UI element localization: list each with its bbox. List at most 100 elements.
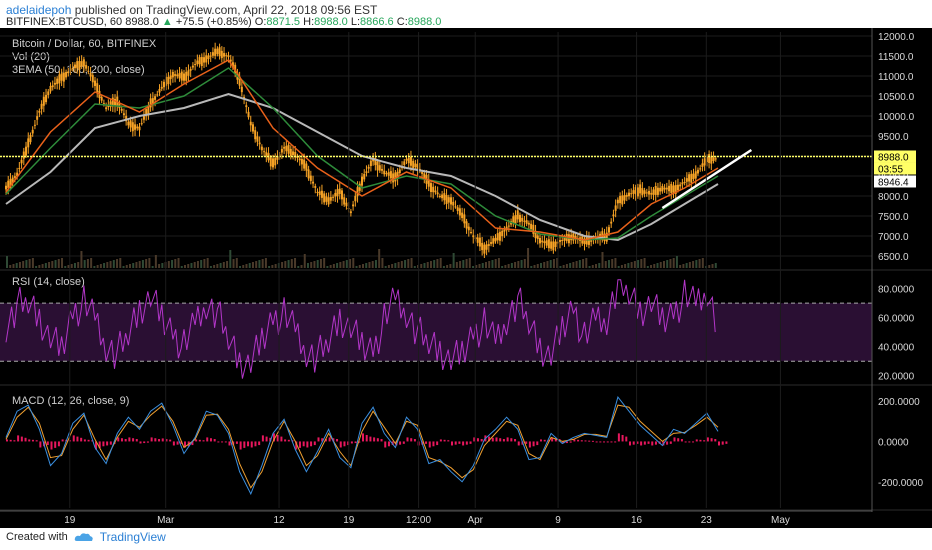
volume-bar <box>523 259 526 268</box>
candle-body <box>25 146 28 156</box>
candle-body <box>265 152 268 156</box>
candle-body <box>405 158 408 161</box>
volume-bar <box>362 264 364 268</box>
candle-body <box>165 76 168 86</box>
macd-histogram-bar <box>332 438 335 442</box>
volume-bar <box>352 258 355 268</box>
rsi-title: RSI (14, close) <box>12 276 85 288</box>
price-tick-label: 9500.0 <box>878 132 909 143</box>
high-value: 8988.0 <box>314 16 348 28</box>
candle-body <box>376 161 379 171</box>
time-axis[interactable]: 19 Mar 12 19 12:00 Apr 9 16 23 May <box>0 510 872 526</box>
volume-bar <box>669 259 672 268</box>
candle-body <box>238 76 241 86</box>
candle-body <box>603 233 606 241</box>
macd-histogram-bar <box>710 438 713 442</box>
candle-body <box>69 68 72 71</box>
candle-body <box>312 181 315 184</box>
volume-bar <box>336 263 339 268</box>
symbol-label: BITFINEX:BTCUSD, 60 <box>6 16 123 28</box>
macd-histogram-bar <box>577 439 580 442</box>
macd-histogram-bar <box>692 441 695 443</box>
candle-body <box>454 206 457 208</box>
chart-canvas[interactable]: Bitcoin / Dollar, 60, BITFINEX Vol (20) … <box>0 28 932 528</box>
time-tick-label: May <box>771 515 790 526</box>
macd-histogram-bar <box>354 441 357 444</box>
macd-histogram-bar <box>298 441 301 448</box>
volume-bar <box>685 263 688 268</box>
volume-bar <box>180 266 183 268</box>
volume-bar <box>604 261 607 268</box>
volume-bar <box>251 262 254 268</box>
candle-body <box>708 154 711 163</box>
candle-body <box>512 216 515 224</box>
volume-bar <box>368 262 371 268</box>
rsi-tick-label: 60.0000 <box>878 314 915 325</box>
candle-body <box>648 190 651 195</box>
volume-bar <box>627 263 630 268</box>
candle-body <box>467 226 470 231</box>
candle-body <box>465 221 468 229</box>
volume-bar <box>659 262 662 268</box>
price-pane[interactable]: Bitcoin / Dollar, 60, BITFINEX Vol (20) … <box>0 32 916 268</box>
candle-body <box>507 225 510 227</box>
macd-histogram-bar <box>139 441 142 444</box>
price-label-box <box>874 150 916 163</box>
candle-body <box>539 237 541 244</box>
macd-histogram-bar <box>636 441 639 444</box>
rsi-pane[interactable]: RSI (14, close) 80.0000 60.0000 40.0000 20.… <box>0 276 915 383</box>
volume-bar <box>575 261 578 268</box>
tradingview-link[interactable]: TradingView <box>99 530 166 544</box>
volume-bar <box>465 259 468 268</box>
volume-bar <box>478 264 481 268</box>
macd-histogram-bar <box>606 441 609 443</box>
macd-histogram-bar <box>554 438 557 442</box>
macd-histogram-bar <box>209 438 212 442</box>
candle-body <box>572 233 575 241</box>
candle-body <box>490 242 493 244</box>
candle-body <box>663 187 666 190</box>
volume-bar <box>73 263 76 268</box>
candle-body <box>607 227 610 233</box>
candle-body <box>450 197 452 205</box>
candle-body <box>96 83 99 93</box>
macd-histogram-bar <box>462 441 465 446</box>
macd-histogram-bar <box>491 437 494 442</box>
macd-histogram-bar <box>91 440 94 442</box>
candle-body <box>171 71 174 78</box>
candle-body <box>198 57 201 65</box>
candle-body <box>31 129 34 134</box>
volume-bar <box>154 255 157 268</box>
author-link[interactable]: adelaidepoh <box>6 3 72 17</box>
publish-text: published on TradingView.com, April 22, … <box>71 3 378 17</box>
candle-body <box>541 240 544 243</box>
macd-pane[interactable]: MACD (12, 26, close, 9) 200.0000 0.0000 -2… <box>5 395 923 496</box>
volume-bar <box>109 261 112 268</box>
macd-histogram-bar <box>313 441 316 446</box>
macd-histogram-bar <box>625 436 628 442</box>
candle-body <box>300 159 303 165</box>
candle-body <box>543 241 546 244</box>
macd-histogram-bar <box>54 441 57 448</box>
macd-histogram-bar <box>610 441 613 443</box>
candle-body <box>160 86 163 89</box>
volume-bar <box>323 258 326 268</box>
volume-bar <box>70 264 73 268</box>
low-value: 8866.6 <box>360 16 394 28</box>
candle-body <box>51 85 54 88</box>
volume-bar <box>274 264 277 268</box>
volume-bar <box>242 265 245 268</box>
volume-bar <box>410 258 413 268</box>
candle-body <box>712 157 715 162</box>
macd-histogram-bar <box>458 441 461 444</box>
volume-bar <box>158 264 161 268</box>
macd-histogram-bar <box>172 441 175 446</box>
trend-line[interactable] <box>661 148 753 210</box>
candle-body <box>36 116 39 120</box>
macd-histogram-bar <box>295 441 298 450</box>
volume-bar <box>494 259 497 268</box>
volume-bar <box>708 265 711 268</box>
candle-body <box>178 73 181 79</box>
volume-bar <box>527 248 530 268</box>
volume-bar <box>161 263 164 268</box>
